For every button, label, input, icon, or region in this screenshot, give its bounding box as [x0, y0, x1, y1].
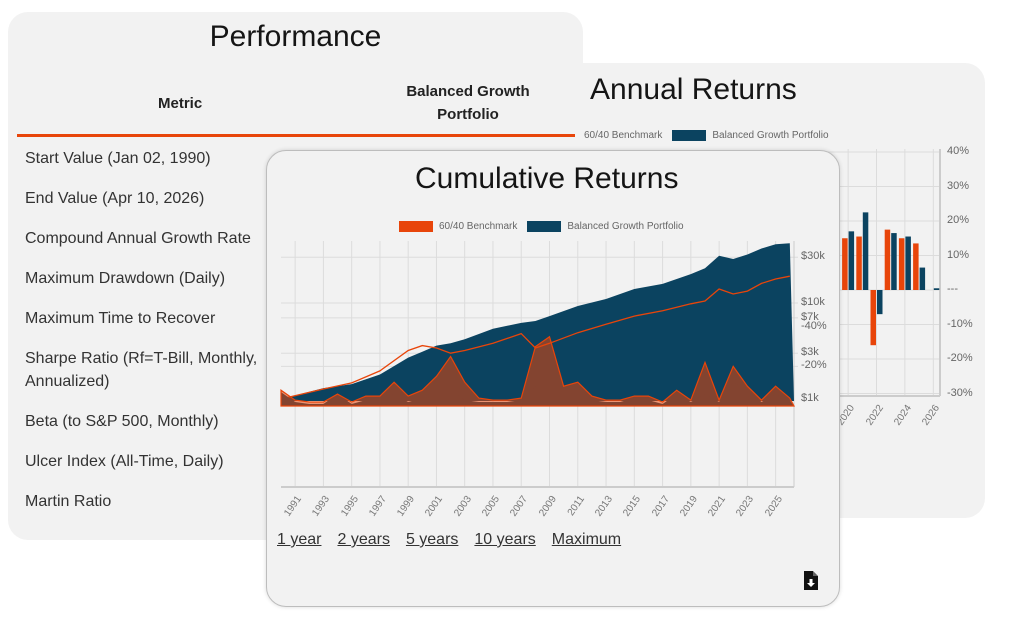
metric-row-label: Beta (to S&P 500, Monthly) [25, 413, 219, 430]
drawdown-tick-label: -20% [801, 359, 827, 372]
y-tick-label: 40% [947, 145, 970, 157]
portfolio-bar [862, 212, 869, 290]
benchmark-bar [884, 229, 891, 290]
performance-title: Performance [209, 20, 382, 53]
benchmark-bar [856, 236, 862, 290]
range-link-5-years[interactable]: 5 years [405, 531, 459, 548]
benchmark-bar [898, 238, 905, 290]
metric-row-label: Compound Annual Growth Rate [25, 230, 251, 247]
benchmark-bar [913, 243, 919, 290]
column-header-portfolio: Balanced Growth Portfolio [406, 83, 530, 123]
range-link-1-year[interactable]: 1 year [277, 531, 322, 548]
drawdown-tick-label: -40% [801, 319, 827, 332]
legend-swatch-portfolio [527, 221, 562, 232]
range-link-10-years[interactable]: 10 years [474, 531, 536, 548]
range-link-2-years[interactable]: 2 years [337, 531, 390, 548]
legend-portfolio[interactable]: Balanced Growth Portfolio [567, 221, 684, 232]
header-divider [17, 134, 575, 137]
y-tick-label: -30% [947, 386, 973, 399]
portfolio-bar [877, 290, 883, 315]
cumulative-legend: 60/40 Benchmark Balanced Growth Portfoli… [399, 221, 684, 232]
y-tick-label: 30% [947, 179, 970, 192]
column-header-metric: Metric [158, 95, 203, 112]
metric-row-label: Maximum Drawdown (Daily) [25, 270, 226, 287]
portfolio-bar [905, 236, 911, 290]
legend-portfolio[interactable]: Balanced Growth Portfolio [712, 130, 829, 141]
legend-swatch-benchmark [399, 221, 433, 232]
y-tick-label: 10% [947, 248, 970, 261]
cumulative-returns-title: Cumulative Returns [415, 162, 679, 195]
portfolio-bar [933, 288, 940, 290]
benchmark-bar [842, 238, 848, 290]
y-tick-label: -20% [947, 352, 973, 364]
benchmark-drawdown-area [280, 335, 795, 407]
y-tick-label: $10k [801, 296, 825, 308]
metric-row-label: Sharpe Ratio (Rf=T-Bill, Monthly, Annual… [25, 350, 258, 390]
legend-benchmark[interactable]: 60/40 Benchmark [584, 130, 663, 141]
y-tick-label: $3k [801, 346, 819, 359]
portfolio-bar [848, 231, 855, 290]
annual-returns-title: Annual Returns [590, 73, 797, 106]
cumulative-returns-card: Cumulative Returns 60/40 Benchmark Balan… [266, 150, 840, 607]
range-links: 1 year 2 years 5 years 10 years Maximum [277, 531, 621, 549]
portfolio-bar [919, 267, 926, 290]
legend-benchmark[interactable]: 60/40 Benchmark [439, 221, 518, 232]
annual-legend: 60/40 Benchmark Balanced Growth Portfoli… [544, 130, 829, 141]
benchmark-bar [870, 290, 876, 346]
file-download-icon[interactable] [804, 571, 818, 590]
legend-swatch-portfolio [672, 130, 707, 141]
metric-row-label: Ulcer Index (All-Time, Daily) [25, 453, 224, 470]
y-tick-label: $7k [801, 310, 819, 323]
metric-row-label: Maximum Time to Recover [25, 310, 216, 327]
y-tick-label: -10% [947, 317, 973, 330]
range-link-maximum[interactable]: Maximum [551, 531, 622, 548]
metric-row-label: End Value (Apr 10, 2026) [25, 190, 205, 207]
y-tick-label: --- [947, 283, 958, 295]
metric-row-label: Start Value (Jan 02, 1990) [25, 150, 211, 167]
portfolio-bar [891, 233, 897, 290]
y-tick-label: $1k [801, 392, 819, 404]
metric-row-label: Martin Ratio [25, 493, 112, 510]
cumulative-returns-chart [280, 241, 798, 488]
portfolio-area [281, 243, 794, 401]
y-tick-label: 20% [947, 214, 970, 226]
y-tick-label: $30k [801, 250, 825, 263]
